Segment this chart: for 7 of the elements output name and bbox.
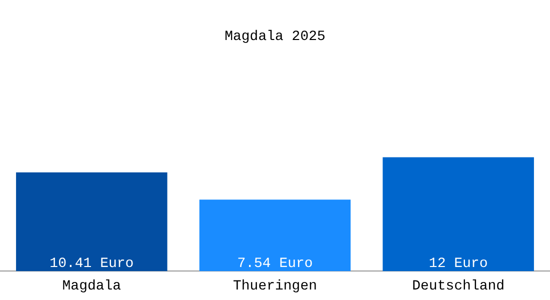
x-tick-label: Magdala — [62, 278, 122, 294]
data-label: 7.54 Euro — [237, 256, 313, 272]
data-label: 12 Euro — [428, 256, 488, 272]
x-tick-label: Thueringen — [232, 278, 318, 294]
chart-title: Magdala 2025 — [224, 29, 326, 46]
x-tick-label: Deutschland — [412, 278, 505, 294]
data-label: 10.41 Euro — [50, 256, 134, 272]
